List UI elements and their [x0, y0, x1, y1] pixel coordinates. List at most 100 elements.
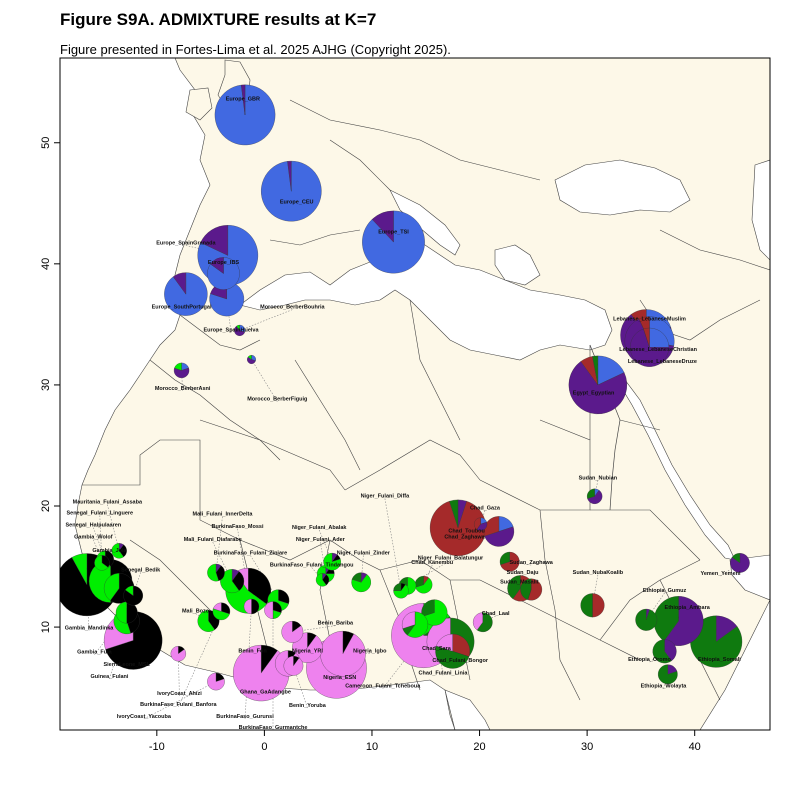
pie-Chad_Fulani_Bonger_Pink	[402, 611, 429, 638]
pie-Ethiopia_Amhara	[653, 596, 704, 646]
population-label: Niger_Fulani_Balatungur	[418, 555, 484, 561]
pie-Chad_Fulani_Linia	[421, 599, 448, 626]
pie-slice-k5_green	[212, 608, 230, 620]
pie-slice-k2_purple	[247, 356, 256, 364]
population-label: Senegal_Fulani_Linguere	[66, 510, 133, 516]
x-tick-label: 30	[581, 741, 593, 753]
pie-Mali_Fulani_Diafarabe	[220, 569, 245, 594]
population-label: Chad_Fulani_Linia	[419, 670, 469, 676]
pie-slice-k5_green	[393, 584, 409, 599]
pie-slice-k1_blue	[207, 257, 240, 290]
pie-slice-k4_black	[105, 611, 163, 670]
population-label: Sudan_Daju	[507, 570, 539, 576]
population-label: Gambia_Wolof	[74, 535, 113, 541]
leader-line	[382, 635, 424, 689]
population-label: Nigeria_YRI	[292, 649, 323, 655]
pie-slice-k3_brown	[452, 633, 470, 657]
indian-ocean	[699, 599, 770, 730]
black-sea	[554, 159, 691, 216]
figure-subtitle: Figure presented in Fortes-Lima et al. 2…	[60, 42, 451, 57]
pie-slice-k6_darkgreen	[499, 551, 510, 565]
pie-slice-k6_darkgreen	[652, 639, 672, 664]
pie-Egypt_Egyptian	[568, 355, 628, 415]
pie-slice-k6_darkgreen	[635, 608, 658, 631]
population-label: Chad_Gaza	[470, 506, 501, 512]
pie-Chad_Fulani_Bongor	[435, 633, 470, 669]
population-label: Niger_Fulani_Abalak	[292, 525, 347, 531]
pie-Senegal_Fulani_Linguere	[94, 555, 110, 571]
population-label: Benin_Bariba	[318, 621, 354, 627]
pie-Chad_Laal	[472, 612, 493, 632]
population-label: Cameroon_Fulani_Tcheboua	[345, 684, 421, 690]
pie-slice-k5_green	[104, 573, 120, 601]
leader-line	[239, 309, 293, 331]
pie-BurkinaFaso_Gurmantche	[264, 601, 282, 619]
pie-IvoryCoast_Ahizi	[170, 646, 187, 662]
pie-slice-k3_brown	[429, 501, 487, 556]
pie-slice-k7_pink	[472, 612, 483, 631]
red-sea	[619, 379, 736, 561]
population-label: IvoryCoast_Yacouba	[117, 714, 172, 720]
x-tick-label: -10	[149, 741, 165, 753]
pie-slice-k5_green	[415, 577, 433, 594]
pie-slice-k6_darkgreen	[449, 499, 459, 528]
population-label: SierraLeone_MSL	[103, 662, 150, 668]
population-label: Mauritania_Fulani_Assaba	[73, 500, 143, 506]
population-label: Morocco_BerberAsni	[155, 386, 211, 392]
pie-slice-k5_green	[351, 574, 372, 593]
leader-line	[407, 560, 451, 587]
population-label: Chad_Toubou	[448, 529, 485, 535]
population-label: Chad_Fulani_Bongor	[432, 658, 488, 664]
pie-Europe_GBR	[214, 84, 276, 146]
pie-Sudan_NubaKoalib	[580, 593, 605, 618]
population-label: Chad_Kanembu	[411, 560, 453, 566]
pie-Chad_Zaghawa	[483, 516, 515, 547]
caspian-sea	[751, 159, 770, 261]
pie-slice-k4_black	[251, 598, 260, 615]
pie-slice-k2_purple	[210, 257, 224, 274]
population-label: Lebanese_LebaneseDruze	[628, 359, 697, 365]
population-label: Niger_Fulani_Diffa	[361, 494, 411, 500]
population-label: Sudan_Zaghawa	[509, 560, 553, 566]
population-label: BurkinaFaso_Mossi	[212, 524, 264, 530]
pie-slice-k2_purple	[234, 325, 245, 336]
pie-Senegal_Bedik	[123, 585, 143, 606]
pie-slice-k6_darkgreen	[507, 575, 521, 599]
pie-Ethiopia_Wolayta	[657, 664, 678, 685]
pie-IvoryCoast_Yacouba	[207, 672, 225, 691]
population-label: Niger_Fulani_Ader	[296, 537, 346, 543]
leader-line	[320, 542, 327, 574]
leader-line	[181, 370, 183, 391]
x-tick-label: 0	[261, 741, 267, 753]
pie-slice-k6_darkgreen	[520, 578, 532, 600]
pie-Sudan_Zaghawa	[499, 551, 520, 572]
pie-slice-k6_darkgreen	[586, 488, 595, 499]
population-label: BurkinaFaso_Fulani_Banfora	[140, 702, 217, 708]
pie-slice-k6_darkgreen	[592, 355, 599, 385]
pie-slice-k5_green	[207, 563, 219, 582]
leader-line	[384, 498, 402, 591]
pie-Morocco_BerberBouhria	[234, 324, 246, 336]
pie-slice-k5_green	[111, 543, 124, 559]
population-label: Gambia_Jola	[92, 548, 127, 554]
pie-BurkinaFaso_Fulani_Tindangou	[315, 573, 330, 587]
population-label: Europe_SouthPortugal	[152, 305, 212, 311]
leader-line	[178, 653, 180, 696]
pie-Mauritania_Fulani_Assaba	[111, 543, 127, 559]
population-label: Egypt_Egyptian	[573, 391, 615, 397]
pie-slice-k7_pink	[212, 602, 222, 612]
leader-line	[107, 504, 120, 551]
population-label: Europe_CEU	[280, 199, 314, 205]
pie-Europe_SouthPortugal	[164, 272, 208, 316]
pie-slice-k1_blue	[649, 327, 670, 348]
pie-slice-k2_purple	[587, 490, 603, 504]
pie-Europe_IBS	[207, 257, 240, 290]
pie-Mali_Fulani_InnerDelta	[207, 563, 225, 582]
pie-slice-k6_darkgreen	[351, 572, 362, 583]
pie-Ethiopia_Oromo	[652, 639, 677, 664]
pie-slice-k5_green	[236, 324, 240, 331]
population-label: Sudan_Nubian	[579, 475, 618, 481]
pie-slice-k5_green	[71, 553, 88, 585]
map-plot-area: Europe_GBR Europe_CEU Europe_TSI Europe_Spa…	[60, 58, 770, 730]
pie-slice-k5_green	[407, 611, 429, 638]
